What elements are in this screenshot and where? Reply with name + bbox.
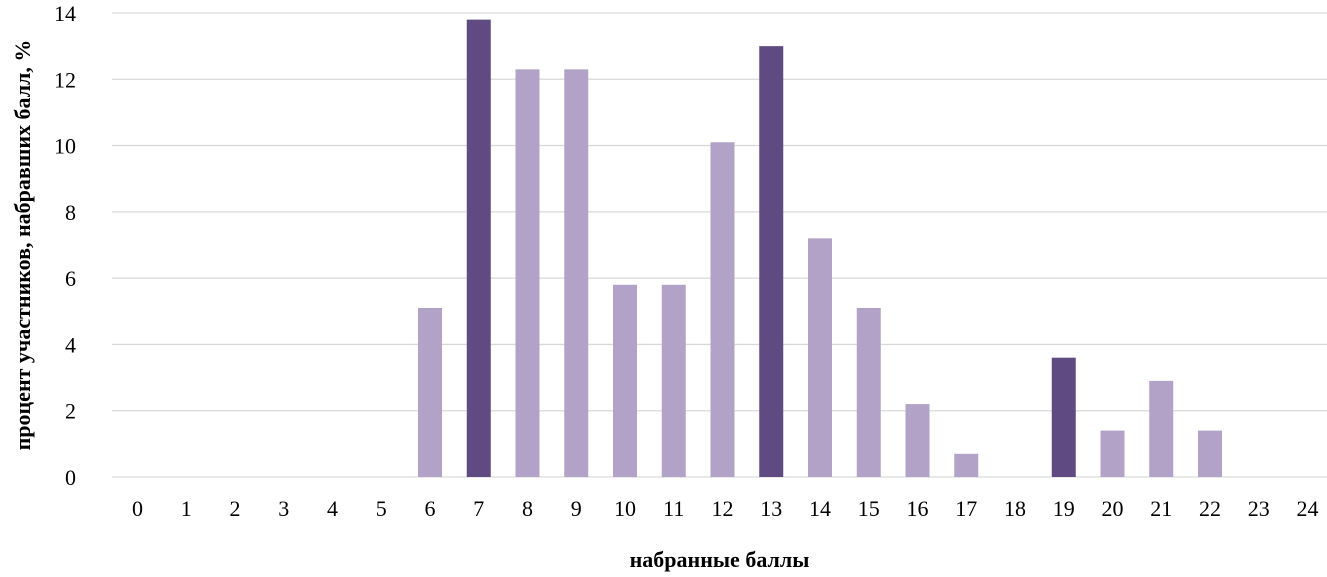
x-tick-label: 18 xyxy=(1004,496,1026,521)
bar xyxy=(1100,430,1125,477)
y-tick-label: 4 xyxy=(65,332,76,357)
x-tick-label: 4 xyxy=(327,496,338,521)
bar-highlighted xyxy=(466,19,491,477)
x-tick-label: 12 xyxy=(712,496,734,521)
y-tick-label: 12 xyxy=(54,67,76,92)
x-tick-label: 22 xyxy=(1199,496,1221,521)
bar xyxy=(564,69,589,477)
x-tick-label: 7 xyxy=(473,496,484,521)
bar-highlighted xyxy=(759,46,784,478)
bar xyxy=(710,142,735,477)
bar xyxy=(1198,430,1222,477)
x-tick-label: 11 xyxy=(663,496,684,521)
y-axis-ticks: 0 2 4 6 8 10 12 14 xyxy=(54,1,76,490)
x-tick-label: 6 xyxy=(425,496,436,521)
x-tick-label: 13 xyxy=(760,496,782,521)
x-tick-label: 9 xyxy=(571,496,582,521)
y-tick-label: 8 xyxy=(65,200,76,225)
x-tick-label: 16 xyxy=(907,496,929,521)
bar xyxy=(856,307,881,477)
bar xyxy=(661,284,686,477)
x-tick-label: 8 xyxy=(522,496,533,521)
y-tick-label: 6 xyxy=(65,266,76,291)
x-tick-label: 10 xyxy=(614,496,636,521)
x-tick-label: 20 xyxy=(1102,496,1124,521)
y-tick-label: 14 xyxy=(54,1,76,26)
x-tick-label: 14 xyxy=(809,496,831,521)
bar-highlighted xyxy=(1051,357,1076,477)
y-tick-label: 0 xyxy=(65,465,76,490)
x-tick-label: 15 xyxy=(858,496,880,521)
y-axis-title: процент участников, набравших балл, % xyxy=(10,40,35,451)
x-tick-label: 19 xyxy=(1053,496,1075,521)
x-tick-label: 17 xyxy=(955,496,977,521)
x-tick-label: 5 xyxy=(376,496,387,521)
bars xyxy=(418,19,1222,478)
bar xyxy=(808,238,832,477)
x-tick-label: 23 xyxy=(1248,496,1270,521)
x-tick-label: 2 xyxy=(230,496,241,521)
bar xyxy=(515,69,540,477)
x-axis-title: набранные баллы xyxy=(630,547,810,572)
x-tick-label: 24 xyxy=(1297,496,1319,521)
x-tick-label: 1 xyxy=(181,496,192,521)
x-axis-ticks: 0 1 2 3 4 5 6 7 8 9 10 11 12 13 14 15 16 17 18 19 20 21 22 23 24 xyxy=(132,496,1319,521)
y-tick-label: 2 xyxy=(65,399,76,424)
bar xyxy=(418,307,442,477)
bar xyxy=(954,453,979,477)
x-tick-label: 21 xyxy=(1150,496,1172,521)
x-tick-label: 3 xyxy=(278,496,289,521)
x-tick-label: 0 xyxy=(132,496,143,521)
bar xyxy=(613,284,637,477)
bar xyxy=(1149,380,1174,477)
bar xyxy=(905,404,930,477)
y-tick-label: 10 xyxy=(54,134,76,159)
